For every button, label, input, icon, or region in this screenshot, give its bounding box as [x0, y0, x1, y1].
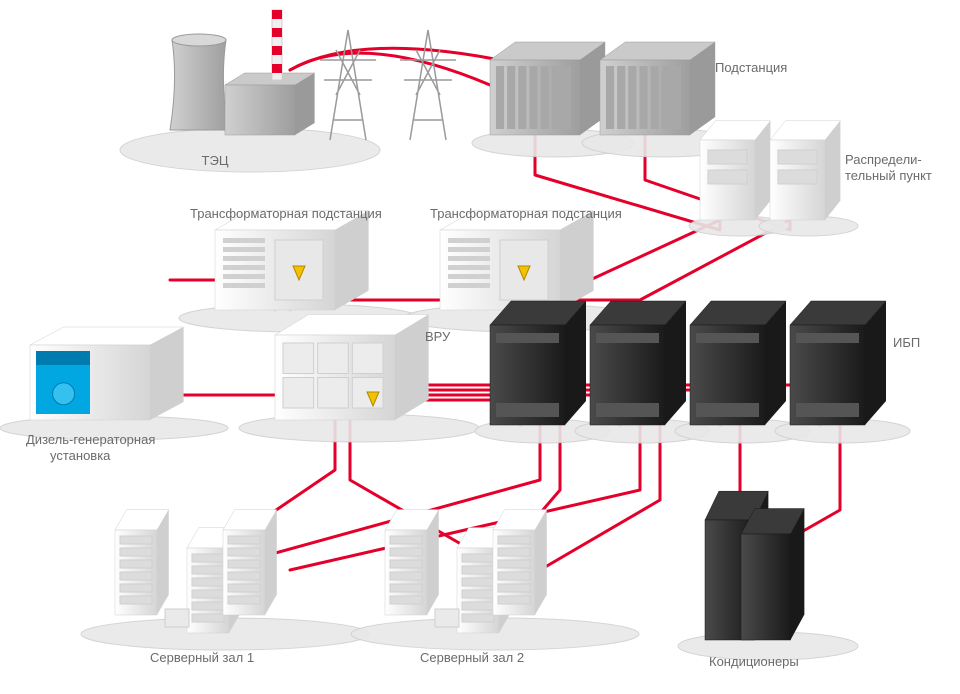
label-srv2: Серверный зал 2: [420, 650, 524, 665]
label-diesel-1: Дизель-генераторная: [26, 432, 155, 447]
label-cond: Кондиционеры: [709, 654, 799, 669]
label-trans-2: Трансформаторная подстанция: [430, 206, 622, 221]
label-ups: ИБП: [893, 335, 920, 350]
nodes-layer: [0, 10, 910, 660]
pylon-icon: [400, 30, 456, 140]
label-substation: Подстанция: [715, 60, 787, 75]
label-diesel-2: установка: [50, 448, 111, 463]
power-distribution-diagram: ТЭЦ Подстанция Распредели-тельный пункт Тра…: [0, 0, 960, 694]
label-tec: ТЭЦ: [202, 153, 229, 168]
label-vru: ВРУ: [425, 329, 451, 344]
label-srv1: Серверный зал 1: [150, 650, 254, 665]
label-trans-1: Трансформаторная подстанция: [190, 206, 382, 221]
pylon-icon: [320, 30, 376, 140]
label-dist-2: тельный пункт: [845, 168, 932, 183]
label-dist-1: Распредели-: [845, 152, 922, 167]
